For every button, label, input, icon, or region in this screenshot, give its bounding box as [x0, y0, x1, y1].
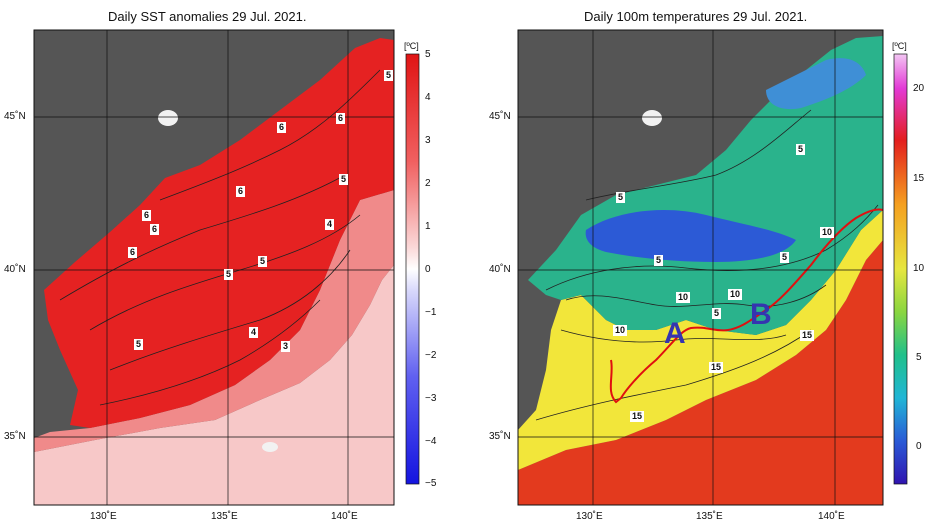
map-frame — [33, 29, 395, 506]
colorbar-tick: −2 — [425, 350, 437, 361]
colorbar-tick: 5 — [425, 49, 431, 60]
contour-label: 10 — [820, 227, 835, 238]
sea-strong-anomaly — [44, 38, 394, 428]
colorbar-tick: 2 — [425, 178, 431, 189]
sst-anomaly-panel: Daily SST anomalies 29 Jul. 2021. — [0, 0, 466, 526]
colorbar-tick: 5 — [916, 352, 922, 363]
contour-label: 6 — [150, 224, 160, 235]
sst-anomaly-map — [33, 29, 420, 506]
lat-label: 45˚N — [489, 111, 511, 122]
lat-label: 40˚N — [4, 264, 26, 275]
temperature-colorbar — [893, 53, 908, 485]
contour-label: 6 — [336, 113, 346, 124]
colorbar-unit: [ºC] — [404, 41, 419, 51]
lat-label: 45˚N — [4, 111, 26, 122]
contour-label: 5 — [796, 144, 806, 155]
colorbar-tick: 0 — [425, 264, 431, 275]
map-grid — [518, 30, 883, 505]
lon-label: 135˚E — [211, 511, 238, 522]
lon-label: 135˚E — [696, 511, 723, 522]
contour-label: 6 — [236, 186, 246, 197]
temp-100m-title: Daily 100m temperatures 29 Jul. 2021. — [584, 9, 808, 24]
colorbar-tick: −4 — [425, 436, 437, 447]
colorbar-tick: 15 — [913, 173, 925, 184]
colorbar-tick: 10 — [913, 263, 925, 274]
contour-label: 10 — [676, 292, 691, 303]
lon-label: 130˚E — [90, 511, 117, 522]
polar-front-line — [609, 208, 883, 404]
contour-label: 15 — [800, 330, 815, 341]
island-shape — [158, 110, 178, 126]
temp-100m-map — [517, 29, 908, 506]
lat-label: 35˚N — [489, 431, 511, 442]
contour-label: 5 — [780, 252, 790, 263]
contour-label: 6 — [142, 210, 152, 221]
contour-label: 5 — [712, 308, 722, 319]
contour-label: 5 — [224, 269, 234, 280]
contour-label: 15 — [630, 411, 645, 422]
colorbar-tick: −1 — [425, 307, 437, 318]
colorbar-tick: 1 — [425, 221, 431, 232]
region-label-b: B — [750, 298, 772, 331]
contour-label: 6 — [128, 247, 138, 258]
lon-label: 130˚E — [576, 511, 603, 522]
contour-label: 5 — [654, 255, 664, 266]
contour-label: 5 — [339, 174, 349, 185]
map-frame — [517, 29, 884, 506]
lat-label: 40˚N — [489, 264, 511, 275]
contour-label: 15 — [709, 362, 724, 373]
lon-label: 140˚E — [331, 511, 358, 522]
island-shape — [262, 442, 278, 452]
contour-label: 6 — [277, 122, 287, 133]
colorbar-tick: 3 — [425, 135, 431, 146]
sea-hot-water — [518, 240, 883, 505]
lat-label: 35˚N — [4, 431, 26, 442]
colorbar-tick: 4 — [425, 92, 431, 103]
contour-label: 5 — [616, 192, 626, 203]
colorbar-tick: 20 — [913, 83, 925, 94]
region-label-a: A — [664, 317, 686, 350]
contour-label: 10 — [613, 325, 628, 336]
contour-label: 3 — [281, 341, 291, 352]
sst-anomaly-title: Daily SST anomalies 29 Jul. 2021. — [108, 9, 307, 24]
island-shape — [642, 110, 662, 126]
sea-mid-water — [528, 36, 883, 335]
temp-100m-panel: Daily 100m temperatures 29 Jul. 2021. — [466, 0, 933, 526]
colorbar-tick: 0 — [916, 441, 922, 452]
sea-cold-water — [766, 58, 866, 110]
contour-label: 5 — [258, 256, 268, 267]
colorbar-tick: −3 — [425, 393, 437, 404]
sea-weak-anomaly — [34, 265, 394, 505]
lon-label: 140˚E — [818, 511, 845, 522]
colorbar-unit: [ºC] — [892, 41, 907, 51]
contour-label: 5 — [384, 70, 394, 81]
colorbar-tick: −5 — [425, 478, 437, 489]
contour-label: 10 — [728, 289, 743, 300]
contour-label: 5 — [134, 339, 144, 350]
anomaly-colorbar — [405, 53, 420, 485]
map-grid — [34, 30, 394, 505]
contour-label: 4 — [325, 219, 335, 230]
contour-label: 4 — [249, 327, 259, 338]
sea-warm-water — [518, 210, 883, 470]
sea-cold-water — [585, 210, 796, 262]
